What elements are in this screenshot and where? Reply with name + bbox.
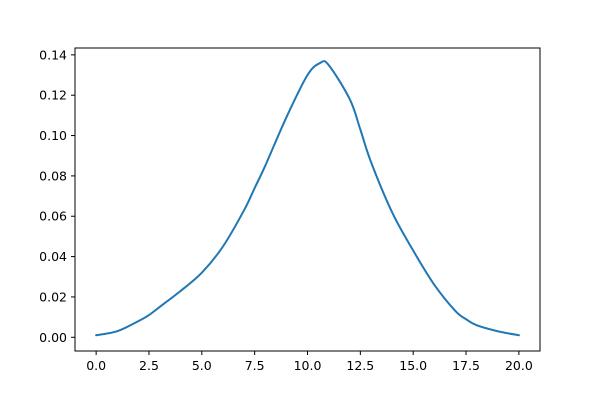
y-tick-label: 0.06 [39,209,67,224]
y-tick-label: 0.02 [39,289,67,304]
x-tick-label: 0.0 [86,358,106,373]
y-tick-label: 0.08 [39,168,67,183]
x-tick-label: 20.0 [505,358,533,373]
x-tick-label: 5.0 [192,358,212,373]
series-line-0 [95,60,520,337]
x-tick-label: 10.0 [294,358,322,373]
x-tick-label: 12.5 [346,358,374,373]
x-tick-label: 2.5 [139,358,159,373]
series-layer [95,60,520,337]
x-tick-label: 15.0 [399,358,427,373]
x-tick-label: 17.5 [452,358,480,373]
y-tick-label: 0.10 [39,128,67,143]
x-axis: 0.0 2.5 5.0 7.5 10.0 12.5 15.0 17.5 20.0 [86,351,533,373]
y-tick-label: 0.14 [39,47,67,62]
y-tick-label: 0.12 [39,88,67,103]
y-tick-label: 0.04 [39,249,67,264]
y-tick-label: 0.00 [39,330,67,345]
y-axis: 0.00 0.02 0.04 0.06 0.08 0.10 0.12 0.14 [39,47,75,345]
x-tick-label: 7.5 [245,358,265,373]
